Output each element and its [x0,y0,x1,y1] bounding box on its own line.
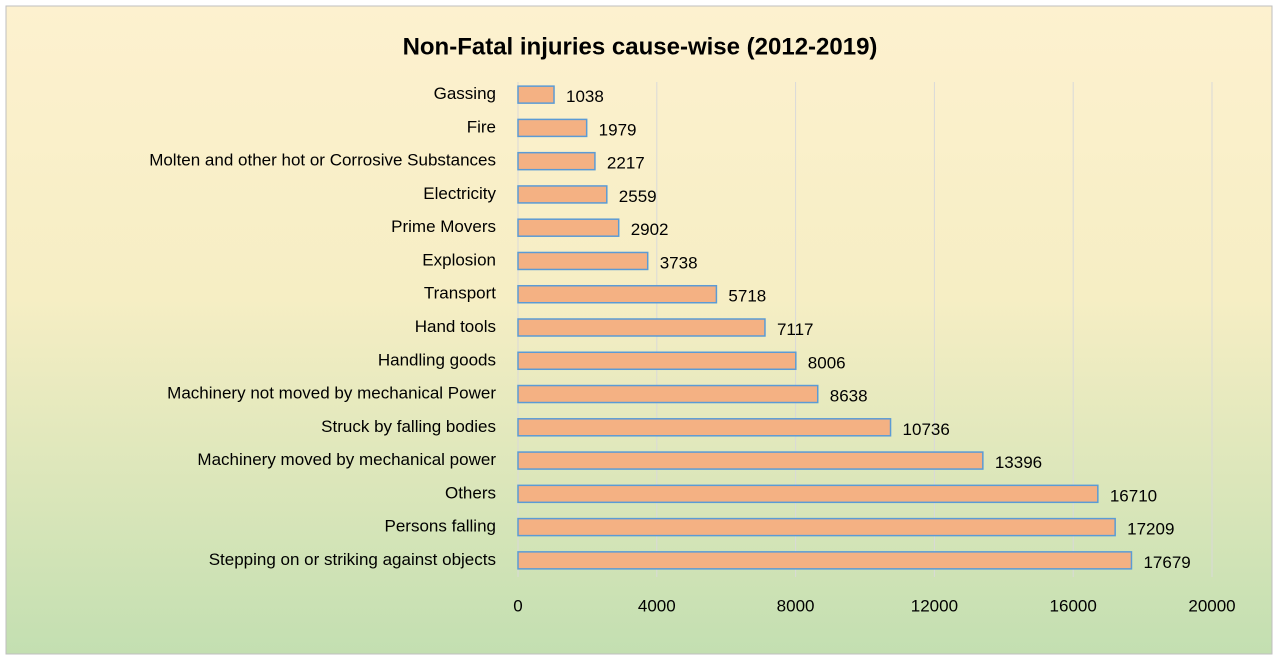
y-tick-label: Struck by falling bodies [321,417,496,436]
bar [517,218,620,237]
value-label: 17679 [1143,553,1190,572]
bar [517,318,766,337]
value-label: 1979 [599,120,637,139]
y-tick-label: Stepping on or striking against objects [209,550,496,569]
value-label: 8006 [808,353,846,372]
bar [517,418,892,437]
value-label: 10736 [903,420,950,439]
y-tick-label: Transport [424,284,496,303]
value-label: 3738 [660,253,698,272]
value-label: 8638 [830,387,868,406]
bar [517,85,555,104]
bar [517,451,984,470]
value-label: 2559 [619,187,657,206]
y-tick-label: Gassing [434,84,496,103]
x-tick-label: 12000 [911,596,958,615]
y-tick-label: Hand tools [415,317,496,336]
value-label: 5718 [728,287,766,306]
chart-title: Non-Fatal injuries cause-wise (2012-2019… [403,33,878,60]
bar [517,517,1116,537]
bar [517,551,1133,570]
y-tick-label: Persons falling [384,517,496,536]
bar [517,251,649,271]
value-label: 16710 [1110,486,1157,505]
value-label: 7117 [777,320,814,339]
value-label: 2217 [607,154,645,173]
value-label: 2902 [631,220,669,239]
value-label: 1038 [566,87,604,106]
y-tick-label: Electricity [423,184,496,203]
bar [517,384,819,404]
bar [517,185,608,204]
y-tick-label: Others [445,483,496,502]
x-tick-label: 20000 [1188,596,1235,615]
y-tick-label: Explosion [422,250,496,269]
x-tick-label: 16000 [1050,596,1097,615]
y-tick-label: Molten and other hot or Corrosive Substa… [149,151,496,170]
bar [517,284,718,304]
y-tick-label: Machinery moved by mechanical power [197,450,496,469]
x-tick-label: 0 [513,596,522,615]
y-tick-label: Handling goods [378,350,496,369]
value-label: 17209 [1127,520,1174,539]
bar [517,351,797,371]
bar [517,118,588,138]
y-tick-label: Prime Movers [391,217,496,236]
bar [517,151,596,171]
x-tick-label: 8000 [777,596,815,615]
x-tick-label: 4000 [638,596,676,615]
bar [517,484,1099,504]
y-tick-label: Machinery not moved by mechanical Power [167,384,496,403]
y-tick-label: Fire [467,117,496,136]
value-label: 13396 [995,453,1042,472]
